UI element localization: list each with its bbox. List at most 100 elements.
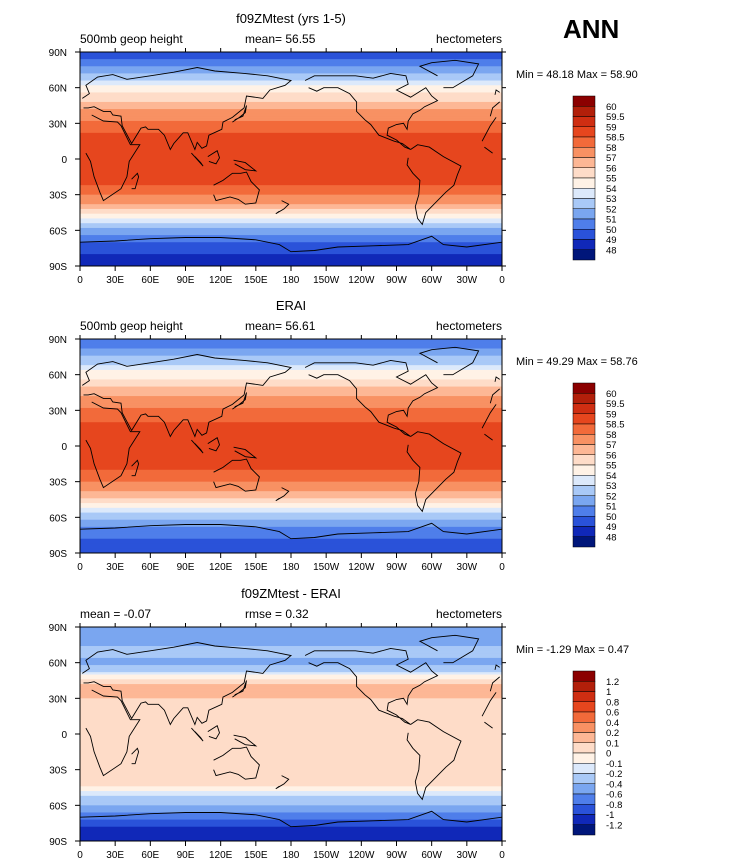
coastline: [275, 200, 290, 215]
field-band: [80, 350, 502, 354]
coastline: [233, 446, 258, 459]
colorbar-swatch: [572, 188, 596, 199]
x-tick-label: 60W: [421, 850, 442, 861]
field-band: [80, 484, 502, 488]
colorbar-label: 53: [606, 194, 617, 205]
panel-minmax: Min = -1.29 Max = 0.47: [516, 644, 629, 656]
field-band: [80, 173, 502, 177]
field-band: [80, 232, 502, 236]
field-band: [80, 514, 502, 518]
field-band: [80, 641, 502, 645]
field-band: [80, 707, 502, 711]
colorbar-swatch: [572, 742, 596, 754]
field-band: [80, 753, 502, 756]
x-tick-label: 120W: [348, 850, 375, 861]
field-band: [80, 355, 502, 359]
x-tick-label: 150W: [313, 275, 340, 286]
field-band: [80, 657, 502, 661]
field-band: [80, 448, 502, 452]
field-band: [80, 244, 502, 248]
field-band: [80, 802, 502, 806]
x-tick-label: 30E: [106, 275, 124, 286]
colorbar-label: 0.8: [606, 697, 619, 708]
field-band: [80, 772, 502, 776]
field-band: [80, 68, 502, 72]
x-tick-label: 90E: [177, 275, 195, 286]
field-band: [80, 94, 502, 98]
x-tick-label: 0: [77, 275, 83, 286]
field-band: [80, 495, 502, 499]
y-tick-label: 60N: [49, 659, 67, 670]
panel-stat: mean= 56.61: [245, 319, 316, 333]
panel-left-label: 500mb geop height: [80, 32, 183, 46]
colorbar-swatch: [572, 793, 596, 805]
field-band: [80, 123, 502, 127]
field-band: [80, 194, 502, 198]
x-tick-label: 180: [283, 275, 300, 286]
colorbar-label: 59: [606, 409, 617, 420]
field-band: [80, 779, 502, 783]
field-band: [80, 691, 502, 695]
field-band: [80, 149, 502, 153]
field-band: [80, 180, 502, 184]
field-band: [80, 446, 502, 449]
colorbar-label: -0.2: [606, 769, 622, 780]
field-band: [80, 831, 502, 835]
coastline: [494, 89, 500, 95]
coastline: [489, 676, 500, 692]
field-band: [80, 734, 502, 737]
field-band: [80, 826, 502, 830]
field-band: [80, 700, 502, 704]
field-band: [80, 469, 502, 473]
field-band: [80, 223, 502, 227]
field-band: [80, 159, 502, 162]
field-band: [80, 360, 502, 364]
field-band: [80, 443, 502, 447]
y-tick-label: 30N: [49, 406, 67, 417]
field-band: [80, 424, 502, 428]
coastline: [275, 775, 290, 790]
colorbar-swatch: [572, 536, 596, 548]
field-band: [80, 695, 502, 699]
coastline: [494, 664, 500, 670]
field-band: [80, 120, 502, 124]
x-tick-label: 60E: [141, 275, 159, 286]
field-band: [80, 738, 502, 742]
colorbar-swatch: [572, 804, 596, 815]
field-band: [80, 261, 502, 265]
field-band: [80, 400, 502, 404]
field-band: [80, 783, 502, 787]
field-band: [80, 213, 502, 217]
field-band: [80, 819, 502, 823]
field-band: [80, 346, 502, 350]
coastline: [489, 388, 500, 404]
field-band: [80, 722, 502, 726]
field-band: [80, 667, 502, 671]
colorbar-swatch: [572, 722, 596, 733]
y-tick-label: 60S: [49, 226, 67, 237]
colorbar-swatch: [572, 824, 596, 836]
colorbar-swatch: [572, 177, 596, 189]
field-band: [80, 187, 502, 191]
field-band: [80, 836, 502, 840]
y-tick-label: 90S: [49, 837, 67, 848]
field-band: [80, 398, 502, 402]
field-band: [80, 743, 502, 747]
field-band: [80, 679, 502, 683]
field-band: [80, 156, 502, 160]
field-band: [80, 455, 502, 459]
field-band: [80, 56, 502, 60]
field-band: [80, 192, 502, 196]
colorbar-label: 0.4: [606, 718, 619, 729]
field-band: [80, 208, 502, 212]
map-field: [80, 339, 502, 553]
field-band: [80, 726, 502, 730]
colorbar-label: -0.6: [606, 790, 622, 801]
x-tick-label: 0: [499, 562, 505, 573]
field-band: [80, 410, 502, 414]
coastline: [191, 152, 204, 167]
field-band: [80, 377, 502, 381]
x-tick-label: 90W: [386, 562, 407, 573]
coastline: [85, 114, 141, 202]
field-band: [80, 750, 502, 754]
